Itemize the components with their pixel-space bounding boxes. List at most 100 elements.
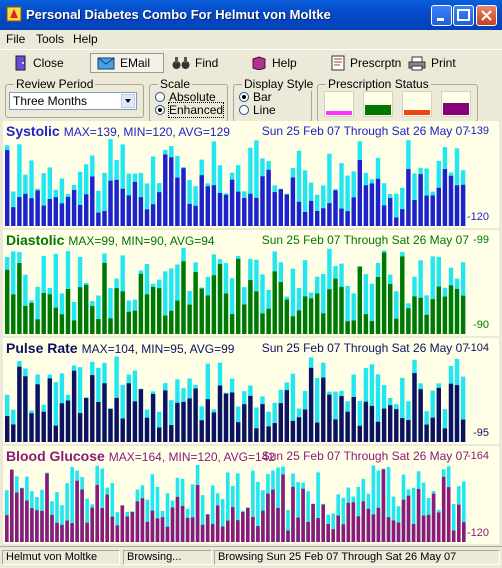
status-info: Browsing Sun 25 Feb 07 Through Sat 26 Ma… bbox=[214, 550, 500, 565]
bar bbox=[424, 195, 429, 226]
bar-highlight bbox=[169, 268, 174, 334]
bar-highlight bbox=[418, 260, 423, 334]
bar bbox=[327, 394, 332, 442]
bar bbox=[296, 517, 300, 542]
bar bbox=[96, 319, 101, 334]
bar bbox=[100, 508, 104, 542]
bar bbox=[401, 499, 406, 542]
systolic-min-label: -120 bbox=[466, 211, 489, 223]
bar bbox=[5, 269, 10, 334]
bar bbox=[462, 522, 466, 542]
bar bbox=[90, 176, 95, 226]
bar bbox=[321, 504, 325, 542]
bar bbox=[333, 278, 338, 334]
bar bbox=[199, 420, 204, 442]
bar bbox=[155, 518, 160, 542]
bar bbox=[20, 488, 24, 542]
bar-highlight bbox=[254, 407, 259, 442]
bar bbox=[296, 417, 302, 442]
bar-highlight bbox=[321, 274, 326, 334]
bar bbox=[369, 183, 375, 226]
menu-help[interactable]: Help bbox=[73, 32, 98, 46]
printer-icon bbox=[408, 56, 426, 70]
menu-tools[interactable]: Tools bbox=[36, 32, 65, 46]
bar-highlight bbox=[108, 288, 113, 334]
bar bbox=[50, 514, 54, 542]
bar bbox=[381, 408, 387, 442]
bar bbox=[460, 184, 466, 226]
bar bbox=[266, 426, 271, 442]
scale-enhanced-radio[interactable]: Enhanced bbox=[155, 102, 225, 118]
bar bbox=[460, 419, 466, 442]
bar-highlight bbox=[190, 484, 195, 542]
bar-highlight bbox=[260, 274, 265, 334]
systolic-max-label: -139 bbox=[466, 125, 489, 137]
bar bbox=[290, 420, 296, 442]
scale-absolute-radio[interactable]: Absolute bbox=[155, 90, 216, 104]
bar bbox=[430, 417, 435, 442]
bar bbox=[108, 408, 113, 442]
bar-highlight bbox=[29, 160, 34, 226]
bar bbox=[126, 311, 131, 334]
dropdown-arrow-button[interactable] bbox=[121, 94, 135, 108]
pulse-stats: MAX=104, MIN=95, AVG=99 bbox=[81, 342, 235, 356]
close-button[interactable]: Close bbox=[14, 53, 64, 73]
bar bbox=[70, 523, 74, 542]
bar-highlight bbox=[47, 167, 52, 226]
display-line-radio[interactable]: Line bbox=[239, 103, 276, 117]
review-period-select[interactable]: Three Months bbox=[9, 92, 137, 110]
bar bbox=[242, 198, 247, 226]
bar-highlight bbox=[53, 382, 58, 442]
print-button[interactable]: Print bbox=[408, 53, 456, 73]
systolic-bar-chart bbox=[5, 139, 466, 226]
bar bbox=[132, 310, 138, 334]
title-bar[interactable]: Personal Diabetes Combo For Helmut von M… bbox=[0, 0, 502, 30]
bar-highlight bbox=[339, 163, 344, 226]
bar bbox=[308, 367, 314, 442]
bar bbox=[15, 492, 19, 542]
bar bbox=[375, 178, 381, 226]
bar bbox=[381, 469, 386, 542]
bar bbox=[223, 293, 229, 334]
minimize-button[interactable] bbox=[431, 5, 452, 26]
systolic-date-range: Sun 25 Feb 07 Through Sat 26 May 07 bbox=[261, 124, 469, 138]
bar-highlight bbox=[306, 491, 310, 542]
close-window-button[interactable] bbox=[476, 5, 497, 26]
bar bbox=[260, 176, 265, 226]
bar bbox=[105, 494, 109, 542]
bar bbox=[396, 522, 401, 542]
bar bbox=[306, 522, 310, 542]
prescription-swatch-fill bbox=[365, 105, 391, 115]
radio-indicator bbox=[239, 105, 249, 115]
bar-highlight bbox=[421, 482, 426, 542]
bar-highlight bbox=[65, 483, 69, 542]
bar bbox=[217, 193, 223, 226]
bar bbox=[40, 510, 44, 542]
bar bbox=[217, 385, 223, 442]
glucose-title: Blood Glucose bbox=[6, 448, 105, 464]
help-button[interactable]: Help bbox=[251, 53, 297, 73]
bar bbox=[84, 284, 89, 334]
bar bbox=[53, 197, 58, 226]
review-period-label: Review Period bbox=[14, 77, 96, 91]
bar-highlight bbox=[315, 194, 320, 226]
bar bbox=[211, 185, 217, 226]
prescription-button-label: Prescrptn bbox=[350, 56, 402, 70]
bar-highlight bbox=[341, 497, 346, 542]
bar bbox=[400, 209, 405, 226]
display-bar-radio[interactable]: Bar bbox=[239, 90, 272, 104]
find-button[interactable]: Find bbox=[172, 53, 218, 73]
bar bbox=[302, 296, 308, 334]
prescription-button[interactable]: Prescrptn bbox=[331, 53, 401, 73]
pulse-panel: Pulse Rate MAX=104, MIN=95, AVG=99 Sun 25… bbox=[3, 338, 499, 444]
diastolic-title: Diastolic bbox=[6, 232, 65, 248]
bar bbox=[102, 383, 107, 442]
email-button[interactable]: EMail bbox=[90, 53, 164, 73]
bar bbox=[35, 510, 39, 542]
menu-file[interactable]: File bbox=[6, 32, 26, 46]
maximize-button[interactable] bbox=[453, 5, 474, 26]
bar bbox=[391, 520, 396, 542]
bar-highlight bbox=[102, 172, 107, 226]
bar bbox=[284, 299, 289, 334]
bar-highlight bbox=[316, 472, 320, 542]
